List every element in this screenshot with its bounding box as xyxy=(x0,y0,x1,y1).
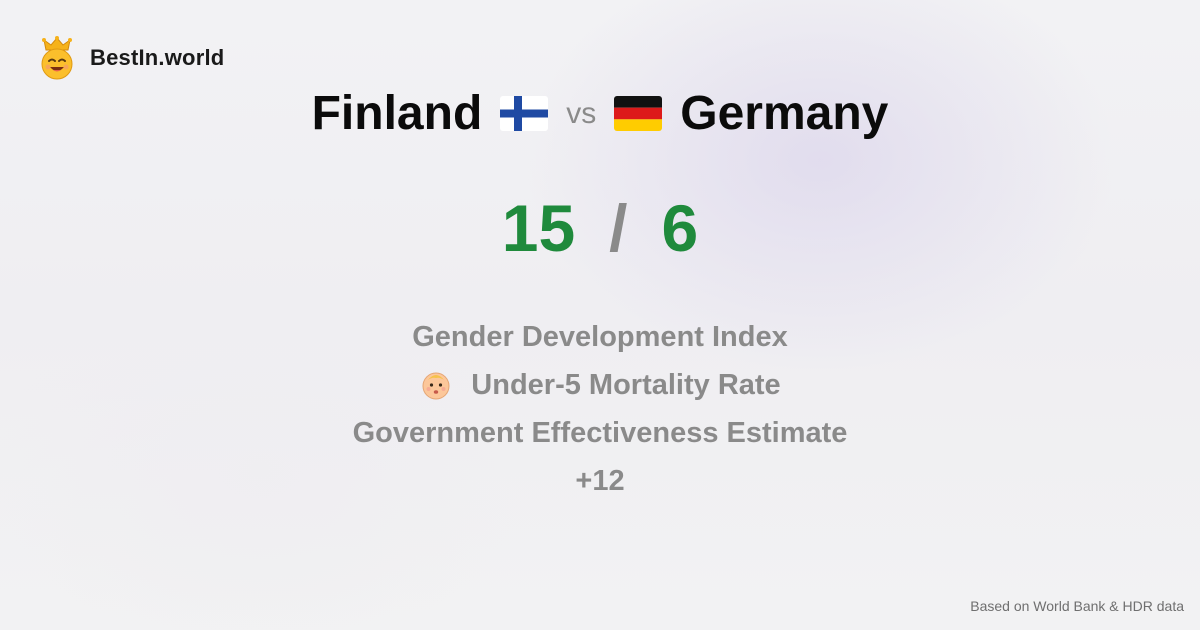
germany-flag-icon xyxy=(614,96,663,131)
metric-label: Government Effectiveness Estimate xyxy=(352,417,848,449)
metric-item: Government Effectiveness Estimate xyxy=(353,409,848,457)
score-separator: / xyxy=(609,191,628,265)
finland-flag-icon xyxy=(500,96,549,131)
metric-label: Under-5 Mortality Rate xyxy=(471,369,781,401)
metric-item: Gender Development Index xyxy=(412,313,788,361)
score-row: 15 / 6 xyxy=(0,190,1200,266)
left-country-name: Finland xyxy=(311,87,483,140)
metric-item: Under-5 Mortality Rate xyxy=(419,361,781,409)
metric-label: +12 xyxy=(575,465,625,497)
brand-logo[interactable]: BestIn.world xyxy=(38,36,224,80)
right-country-name: Germany xyxy=(680,87,889,140)
metrics-list: Gender Development Index Under-5 Mortali… xyxy=(0,313,1200,505)
left-score: 15 xyxy=(501,191,576,265)
vs-label: vs xyxy=(566,96,597,130)
right-score: 6 xyxy=(661,191,699,265)
comparison-title: Finland vs Germany xyxy=(0,86,1200,141)
data-source-note: Based on World Bank & HDR data xyxy=(970,598,1184,614)
metric-label: Gender Development Index xyxy=(412,321,788,353)
metric-more-count: +12 xyxy=(575,457,624,505)
crowned-smiley-icon xyxy=(41,36,73,80)
brand-name: BestIn.world xyxy=(90,45,225,70)
baby-face-icon xyxy=(422,372,450,400)
